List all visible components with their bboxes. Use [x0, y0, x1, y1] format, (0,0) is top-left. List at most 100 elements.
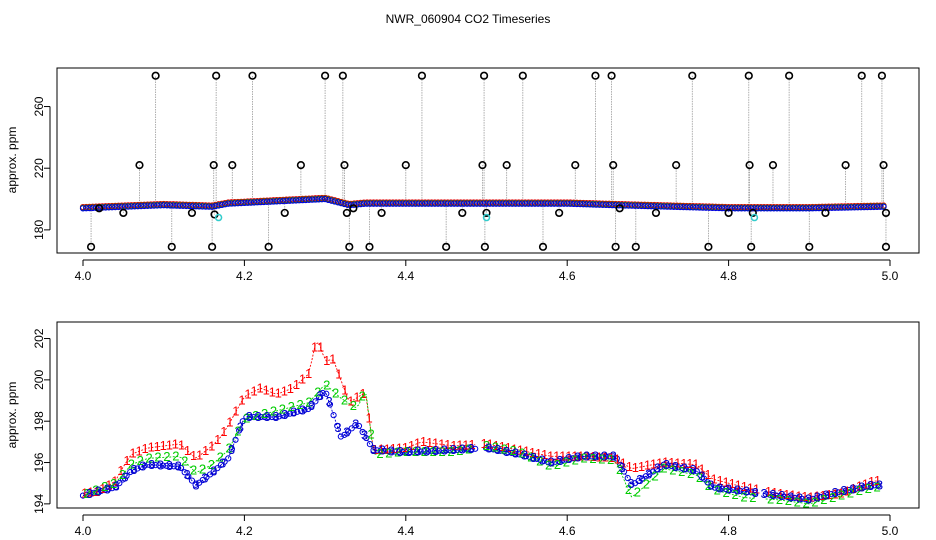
baseline-marker-blue [244, 199, 251, 206]
baseline-marker-blue [806, 205, 813, 212]
series-3-glyph: 3 [832, 485, 839, 500]
baseline-marker-blue [622, 202, 629, 209]
series-3-marker [352, 421, 359, 429]
series-3-marker [83, 491, 90, 498]
series-3-marker [279, 412, 286, 419]
baseline-marker-blue [851, 204, 858, 211]
baseline-marker-blue [457, 200, 464, 207]
outlier-marker [688, 71, 697, 80]
series-2-glyph: 2 [678, 464, 685, 479]
series-3-marker [457, 446, 464, 453]
series-3-marker [98, 487, 105, 495]
series-1-glyph: 1 [341, 383, 348, 398]
series-3-marker [697, 471, 704, 479]
series-1-glyph: 1 [99, 481, 106, 496]
series-2-glyph: 2 [501, 441, 508, 456]
series-2-glyph: 2 [527, 450, 534, 465]
series-2-glyph: 2 [279, 401, 286, 416]
baseline-marker-blue [731, 205, 739, 212]
series-3-glyph: 3 [503, 444, 510, 459]
baseline-marker-blue [363, 200, 371, 207]
series-3-marker [330, 412, 337, 419]
baseline-marker-blue [741, 205, 748, 212]
series-2-glyph: 2 [154, 450, 161, 465]
series-1-glyph: 1 [487, 437, 494, 452]
baseline-marker-blue [257, 198, 264, 206]
outlier-marker [209, 161, 218, 170]
panel-bottom: approx. ppm 4.0 4.2 4.4 4.6 4.8 5.0 194 196 198 2… [5, 321, 920, 538]
series-3-marker [119, 476, 127, 483]
outlier-marker [342, 208, 351, 218]
series-1-glyph: 1 [317, 340, 324, 355]
x-tick-label: 4.2 [236, 269, 253, 283]
series-1-glyph: 1 [595, 449, 602, 464]
series-3-glyph: 3 [778, 488, 785, 503]
series-1-glyph: 1 [589, 449, 596, 464]
series-1-glyph: 1 [444, 437, 451, 452]
series-3-marker [497, 447, 504, 454]
series-2-glyph: 2 [270, 404, 277, 419]
series-1-glyph: 1 [263, 382, 270, 397]
baseline-marker-blue [812, 205, 819, 212]
series-3-marker [363, 434, 370, 442]
baseline-marker-blue [83, 205, 90, 212]
series-2-glyph: 2 [412, 444, 419, 459]
series-3-marker [482, 444, 490, 452]
baseline-marker-blue [864, 203, 871, 211]
y-tick-label: 220 [32, 158, 46, 178]
outlier-marker [879, 161, 888, 170]
series-3-marker [254, 413, 261, 421]
series-3-marker [689, 467, 697, 474]
baseline-marker-blue [112, 203, 119, 211]
series-3-marker [780, 493, 787, 500]
series-3-glyph: 3 [716, 480, 723, 495]
baseline-marker-blue [154, 202, 161, 209]
series-3-glyph: 3 [388, 443, 395, 458]
cyan-marker [214, 213, 223, 222]
series-3-marker [87, 490, 94, 497]
series-3-glyph: 3 [521, 448, 528, 463]
series-2-glyph: 2 [394, 445, 401, 460]
outlier-marker [607, 71, 616, 80]
series-2-glyph: 2 [234, 424, 241, 439]
baseline-marker-blue [877, 203, 884, 210]
baseline-marker-blue [802, 205, 810, 212]
baseline-marker-blue [551, 200, 558, 207]
series-3-marker [130, 466, 137, 473]
series-1-glyph: 1 [559, 448, 566, 463]
series-3-glyph: 3 [139, 458, 146, 473]
baseline-marker-blue [554, 200, 561, 207]
baseline-marker-blue [373, 200, 380, 207]
series-3-marker [315, 394, 323, 401]
series-2-glyph: 2 [137, 453, 144, 468]
baseline-marker-blue [670, 203, 677, 210]
series-3-marker [577, 453, 584, 460]
series-3-glyph: 3 [157, 457, 164, 472]
series-2-glyph: 2 [794, 494, 801, 509]
baseline-marker-blue [412, 200, 419, 207]
baseline-marker-blue [370, 200, 377, 207]
baseline-marker-blue [460, 200, 468, 207]
series-3-glyph: 3 [627, 476, 634, 491]
series-3-marker [551, 458, 559, 465]
baseline-marker-blue [547, 200, 555, 207]
baseline-marker-blue [748, 205, 755, 212]
series-1-glyph: 1 [196, 448, 203, 463]
baseline-marker-blue [215, 202, 222, 209]
baseline-marker-blue [770, 205, 777, 212]
series-3-marker [305, 405, 312, 413]
baseline-marker-blue [609, 201, 616, 209]
series-3-glyph: 3 [326, 394, 333, 409]
baseline-marker-blue [660, 203, 668, 210]
outlier-marker [482, 208, 491, 218]
baseline-marker-blue [141, 202, 148, 210]
baseline-marker-blue [509, 200, 516, 207]
baseline-marker-blue [873, 203, 881, 211]
baseline-marker-blue [773, 205, 781, 212]
series-3-marker [493, 446, 501, 454]
series-3-marker [424, 448, 432, 455]
series-2-glyph: 2 [829, 490, 836, 505]
series-3-marker [664, 462, 671, 469]
x-tick-label: 4.8 [720, 269, 737, 283]
